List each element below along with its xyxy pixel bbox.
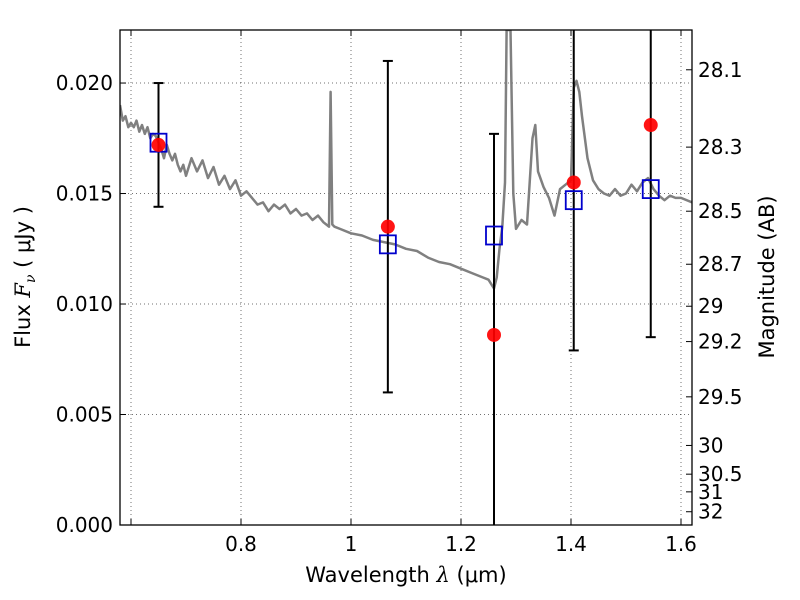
y2-tick-label: 28.7 xyxy=(698,252,743,276)
x-tick-label: 1.6 xyxy=(665,532,697,556)
y2-tick-label: 28.1 xyxy=(698,58,743,82)
y-tick-label: 0.020 xyxy=(56,71,113,95)
observed-points xyxy=(151,118,658,342)
y-axis-ticks: 0.000 0.005 0.010 0.015 0.020 xyxy=(56,71,126,537)
observed-point xyxy=(566,175,581,190)
error-bar xyxy=(568,30,579,352)
y2-tick-label: 30.5 xyxy=(698,462,743,486)
y-tick-label: 0.005 xyxy=(56,403,113,427)
y-tick-label: 0.010 xyxy=(56,292,113,316)
observed-point xyxy=(151,137,166,152)
y2-tick-label: 28.5 xyxy=(698,199,743,223)
y-axis-label-symbol: F xyxy=(11,282,35,299)
model-point xyxy=(641,179,660,200)
model-point xyxy=(378,234,397,255)
y-tick-label: 0.015 xyxy=(56,182,113,206)
plot-frame xyxy=(119,29,693,526)
y2-tick-label: 32 xyxy=(698,500,723,524)
y2-tick-label: 29 xyxy=(698,294,723,318)
x-tick-label: 1 xyxy=(345,532,358,556)
y-tick-label: 0.000 xyxy=(56,513,113,537)
y-axis-label-subscript: ν xyxy=(23,274,39,283)
spectrum-line xyxy=(120,30,692,290)
observed-point xyxy=(643,118,658,133)
x-tick-label: 0.8 xyxy=(225,532,257,556)
y2-tick-label: 30 xyxy=(698,433,723,457)
y2-tick-label: 28.3 xyxy=(698,135,743,159)
y2-tick-label: 29.2 xyxy=(698,330,743,354)
x-tick-label: 1.4 xyxy=(555,532,587,556)
template-spectrum xyxy=(120,30,692,290)
grid-lines xyxy=(120,30,692,526)
y2-axis-label: Magnitude (AB) xyxy=(755,195,779,358)
x-axis-ticks: 0.8 1 1.2 1.4 1.6 xyxy=(130,30,697,556)
observed-point xyxy=(380,219,395,234)
x-axis-label-symbol: λ xyxy=(436,563,450,587)
x-axis-label: Wavelength λ (μm) xyxy=(305,563,506,587)
observed-point xyxy=(487,327,501,342)
y-axis-label: Flux Fν ( μJy ) xyxy=(11,206,39,348)
error-bar xyxy=(645,30,656,339)
model-point xyxy=(564,190,583,211)
model-point xyxy=(485,225,503,246)
y2-tick-label: 29.5 xyxy=(698,385,743,409)
x-tick-label: 1.2 xyxy=(445,532,477,556)
model-points xyxy=(149,132,660,255)
y2-tick-label: 31 xyxy=(698,480,723,504)
